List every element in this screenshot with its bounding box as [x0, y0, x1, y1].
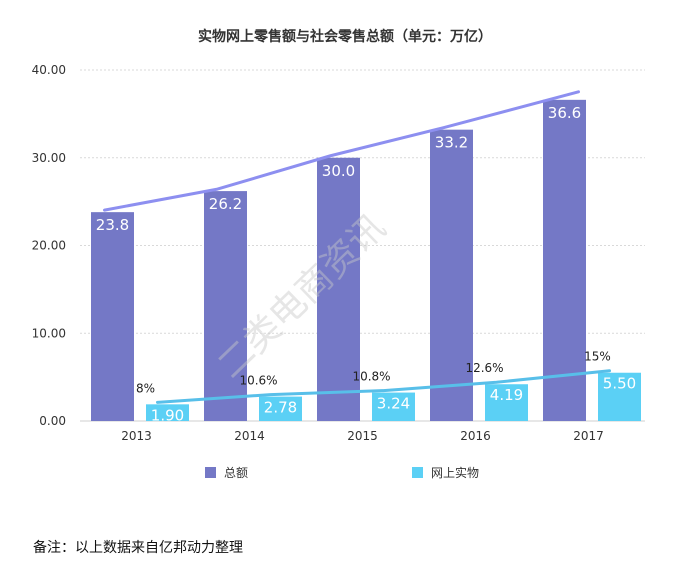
data-label-online: 2.78: [264, 399, 297, 417]
trend-line-total: [103, 90, 580, 212]
data-label-online: 1.90: [151, 406, 184, 424]
data-labels: 23.8 1.90 8% 26.2 2.78 10.6% 30.0 3.24 10.8% 33.2…: [96, 104, 636, 424]
bar-total: [204, 191, 247, 421]
legend-label-online: 网上实物: [431, 465, 479, 480]
data-label-total: 36.6: [548, 104, 581, 122]
x-tick-label: 2015: [347, 429, 378, 443]
bar-online: [598, 372, 641, 421]
data-label-total: 23.8: [96, 216, 129, 234]
bar-online: [259, 396, 302, 421]
trend-line-online: [156, 369, 611, 404]
bar-online: [372, 392, 415, 421]
trend-lines: [103, 90, 611, 404]
data-label-total: 33.2: [435, 134, 468, 152]
data-label-online: 4.19: [490, 386, 523, 404]
percent-label: 10.6%: [239, 374, 277, 388]
bars: [91, 99, 641, 422]
percent-label: 10.8%: [352, 370, 390, 384]
bar-total: [430, 129, 473, 422]
legend-swatch-online: [412, 467, 423, 478]
x-tick-label: 2017: [573, 429, 604, 443]
y-tick-label: 20.00: [32, 239, 66, 253]
legend-label-total: 总额: [224, 466, 248, 480]
percent-label: 15%: [584, 350, 611, 364]
data-label-online: 5.50: [603, 375, 636, 393]
percent-label: 8%: [136, 381, 155, 395]
legend-swatch-total: [205, 467, 216, 478]
bar-total: [543, 99, 586, 422]
legend: 总额 网上实物: [205, 465, 479, 480]
y-tick-label: 30.00: [32, 151, 66, 165]
bar-total: [317, 157, 360, 421]
x-tick-label: 2013: [121, 429, 152, 443]
y-axis: 0.00 10.00 20.00 30.00 40.00: [32, 63, 66, 428]
footnote: 备注：以上数据来自亿邦动力整理: [33, 540, 243, 556]
data-label-online: 3.24: [377, 395, 410, 413]
x-tick-label: 2014: [234, 429, 265, 443]
chart-title: 实物网上零售额与社会零售总额（单元：万亿）: [198, 28, 492, 45]
x-tick-label: 2016: [460, 429, 491, 443]
bar-total: [91, 212, 134, 421]
data-label-total: 26.2: [209, 195, 242, 213]
y-tick-label: 40.00: [32, 63, 66, 77]
data-label-total: 30.0: [322, 162, 355, 180]
x-axis: 2013 2014 2015 2016 2017: [121, 429, 604, 443]
bar-online: [146, 404, 189, 421]
percent-label: 12.6%: [465, 361, 503, 375]
bar-online: [485, 384, 528, 421]
y-tick-label: 10.00: [32, 326, 66, 340]
y-tick-label: 0.00: [39, 414, 66, 428]
